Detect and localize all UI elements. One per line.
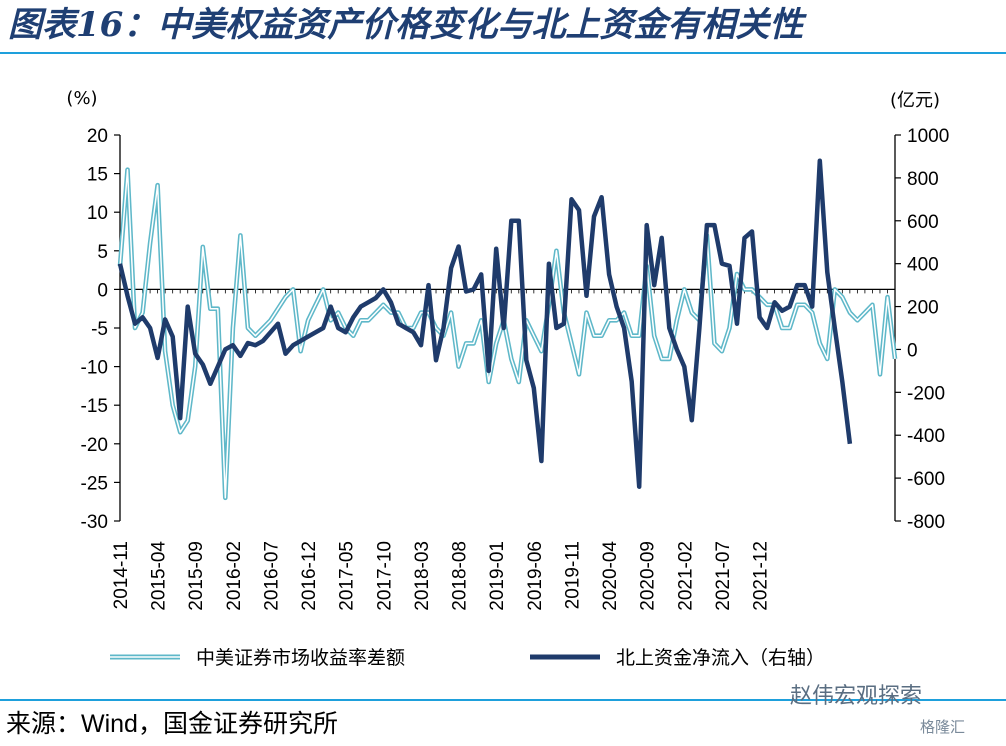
source-note: 来源：Wind，国金证券研究所 <box>6 710 338 738</box>
x-axis-tick-label: 2017-05 <box>337 541 358 611</box>
x-axis-tick-label: 2015-09 <box>186 541 207 611</box>
x-axis-tick-label: 2016-07 <box>261 541 282 611</box>
left-axis-tick-label: -10 <box>81 358 108 379</box>
left-axis-tick-label: 15 <box>87 165 108 186</box>
left-axis-tick-label: -30 <box>81 512 108 533</box>
x-axis-tick-label: 2021-07 <box>713 541 734 611</box>
right-axis-unit: (亿元) <box>890 90 940 111</box>
series-spread-line-outer <box>117 167 898 501</box>
watermark-sub: 格隆汇 <box>920 718 966 736</box>
x-axis-tick-label: 2016-02 <box>224 541 245 611</box>
left-axis-unit: (%) <box>66 88 97 109</box>
left-axis-tick-label: -25 <box>81 473 108 494</box>
left-axis-tick-label: 5 <box>97 242 108 263</box>
legend-spread-label: 中美证券市场收益率差额 <box>196 647 405 669</box>
x-axis-tick-label: 2017-10 <box>374 541 395 611</box>
series-northbound-line <box>117 158 853 489</box>
right-axis-tick-label: 600 <box>907 212 939 233</box>
right-axis-tick-label: 0 <box>907 340 918 361</box>
x-axis-tick-label: 2015-04 <box>149 541 170 611</box>
legend: 中美证券市场收益率差额 北上资金净流入（右轴） <box>110 647 825 669</box>
right-axis-tick-label: 400 <box>907 255 939 276</box>
x-axis-tick-label: 2020-04 <box>600 541 621 611</box>
right-axis-tick-label: -400 <box>907 426 945 447</box>
left-axis-tick-label: 20 <box>87 126 108 147</box>
right-axis-tick-label: -600 <box>907 469 945 490</box>
axes-layer: 20 15 10 5 0 -5 -10 -15 -20 -25 -30 (%) 1000 800 600 40… <box>66 88 949 611</box>
right-axis-tick-label: 200 <box>907 298 939 319</box>
left-axis-tick-label: 10 <box>87 203 108 224</box>
x-axis-tick-label: 2019-01 <box>487 541 508 611</box>
left-axis-tick-label: -15 <box>81 396 108 417</box>
x-axis-tick-label: 2018-08 <box>450 541 471 611</box>
x-axis-tick-label: 2020-09 <box>638 541 659 611</box>
figure-title: 图表16：中美权益资产价格变化与北上资金有相关性 <box>8 5 804 45</box>
x-axis-tick-label: 2014-11 <box>111 541 132 609</box>
right-axis-tick-label: -800 <box>907 512 945 533</box>
x-axis-tick-label: 2018-03 <box>412 541 433 611</box>
x-axis-tick-label: 2021-12 <box>751 541 772 611</box>
right-axis-tick-label: -200 <box>907 383 945 404</box>
x-axis-tick-label: 2021-02 <box>675 541 696 611</box>
x-axis-tick-label: 2019-06 <box>525 541 546 611</box>
series-layer <box>117 158 898 501</box>
left-axis-tick-label: 0 <box>97 280 108 301</box>
x-axis-tick-label: 2019-11 <box>562 541 583 609</box>
bottom-divider <box>0 699 1006 701</box>
left-axis-tick-label: -20 <box>81 435 108 456</box>
watermark: 赵伟宏观探索 <box>790 684 923 709</box>
chart: 20 15 10 5 0 -5 -10 -15 -20 -25 -30 (%) 1000 800 600 40… <box>66 88 949 669</box>
series-spread-line-inner <box>119 168 896 499</box>
left-axis-tick-label: -5 <box>91 319 108 340</box>
x-axis-tick-label: 2016-12 <box>299 541 320 611</box>
legend-flow-label: 北上资金净流入（右轴） <box>616 647 825 669</box>
right-axis-tick-label: 800 <box>907 169 939 190</box>
right-axis-tick-label: 1000 <box>907 126 949 147</box>
top-divider <box>0 52 1006 54</box>
